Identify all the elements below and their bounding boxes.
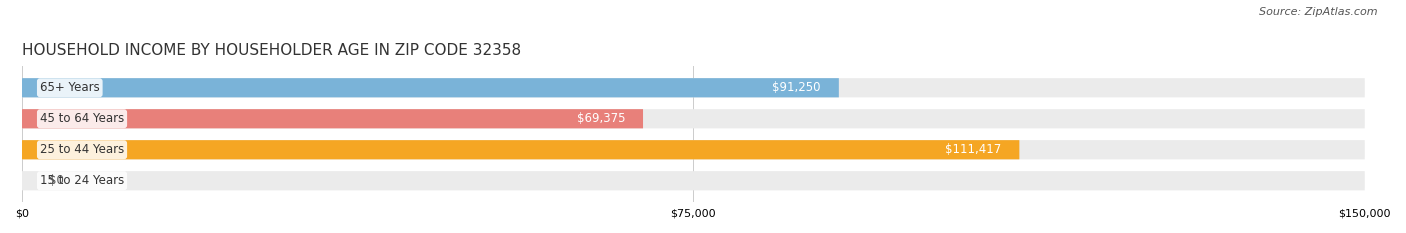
Text: 45 to 64 Years: 45 to 64 Years [39, 112, 124, 125]
FancyBboxPatch shape [22, 140, 1365, 159]
Text: 25 to 44 Years: 25 to 44 Years [39, 143, 124, 156]
FancyBboxPatch shape [22, 78, 1365, 97]
FancyBboxPatch shape [22, 140, 1019, 159]
FancyBboxPatch shape [22, 109, 643, 128]
Text: Source: ZipAtlas.com: Source: ZipAtlas.com [1260, 7, 1378, 17]
Text: 65+ Years: 65+ Years [39, 81, 100, 94]
FancyBboxPatch shape [22, 171, 1365, 190]
FancyBboxPatch shape [22, 78, 839, 97]
Text: $69,375: $69,375 [576, 112, 626, 125]
Text: HOUSEHOLD INCOME BY HOUSEHOLDER AGE IN ZIP CODE 32358: HOUSEHOLD INCOME BY HOUSEHOLDER AGE IN Z… [22, 43, 522, 58]
FancyBboxPatch shape [22, 109, 1365, 128]
Text: $91,250: $91,250 [772, 81, 821, 94]
Text: 15 to 24 Years: 15 to 24 Years [39, 174, 124, 187]
Text: $0: $0 [49, 174, 63, 187]
Text: $111,417: $111,417 [945, 143, 1001, 156]
